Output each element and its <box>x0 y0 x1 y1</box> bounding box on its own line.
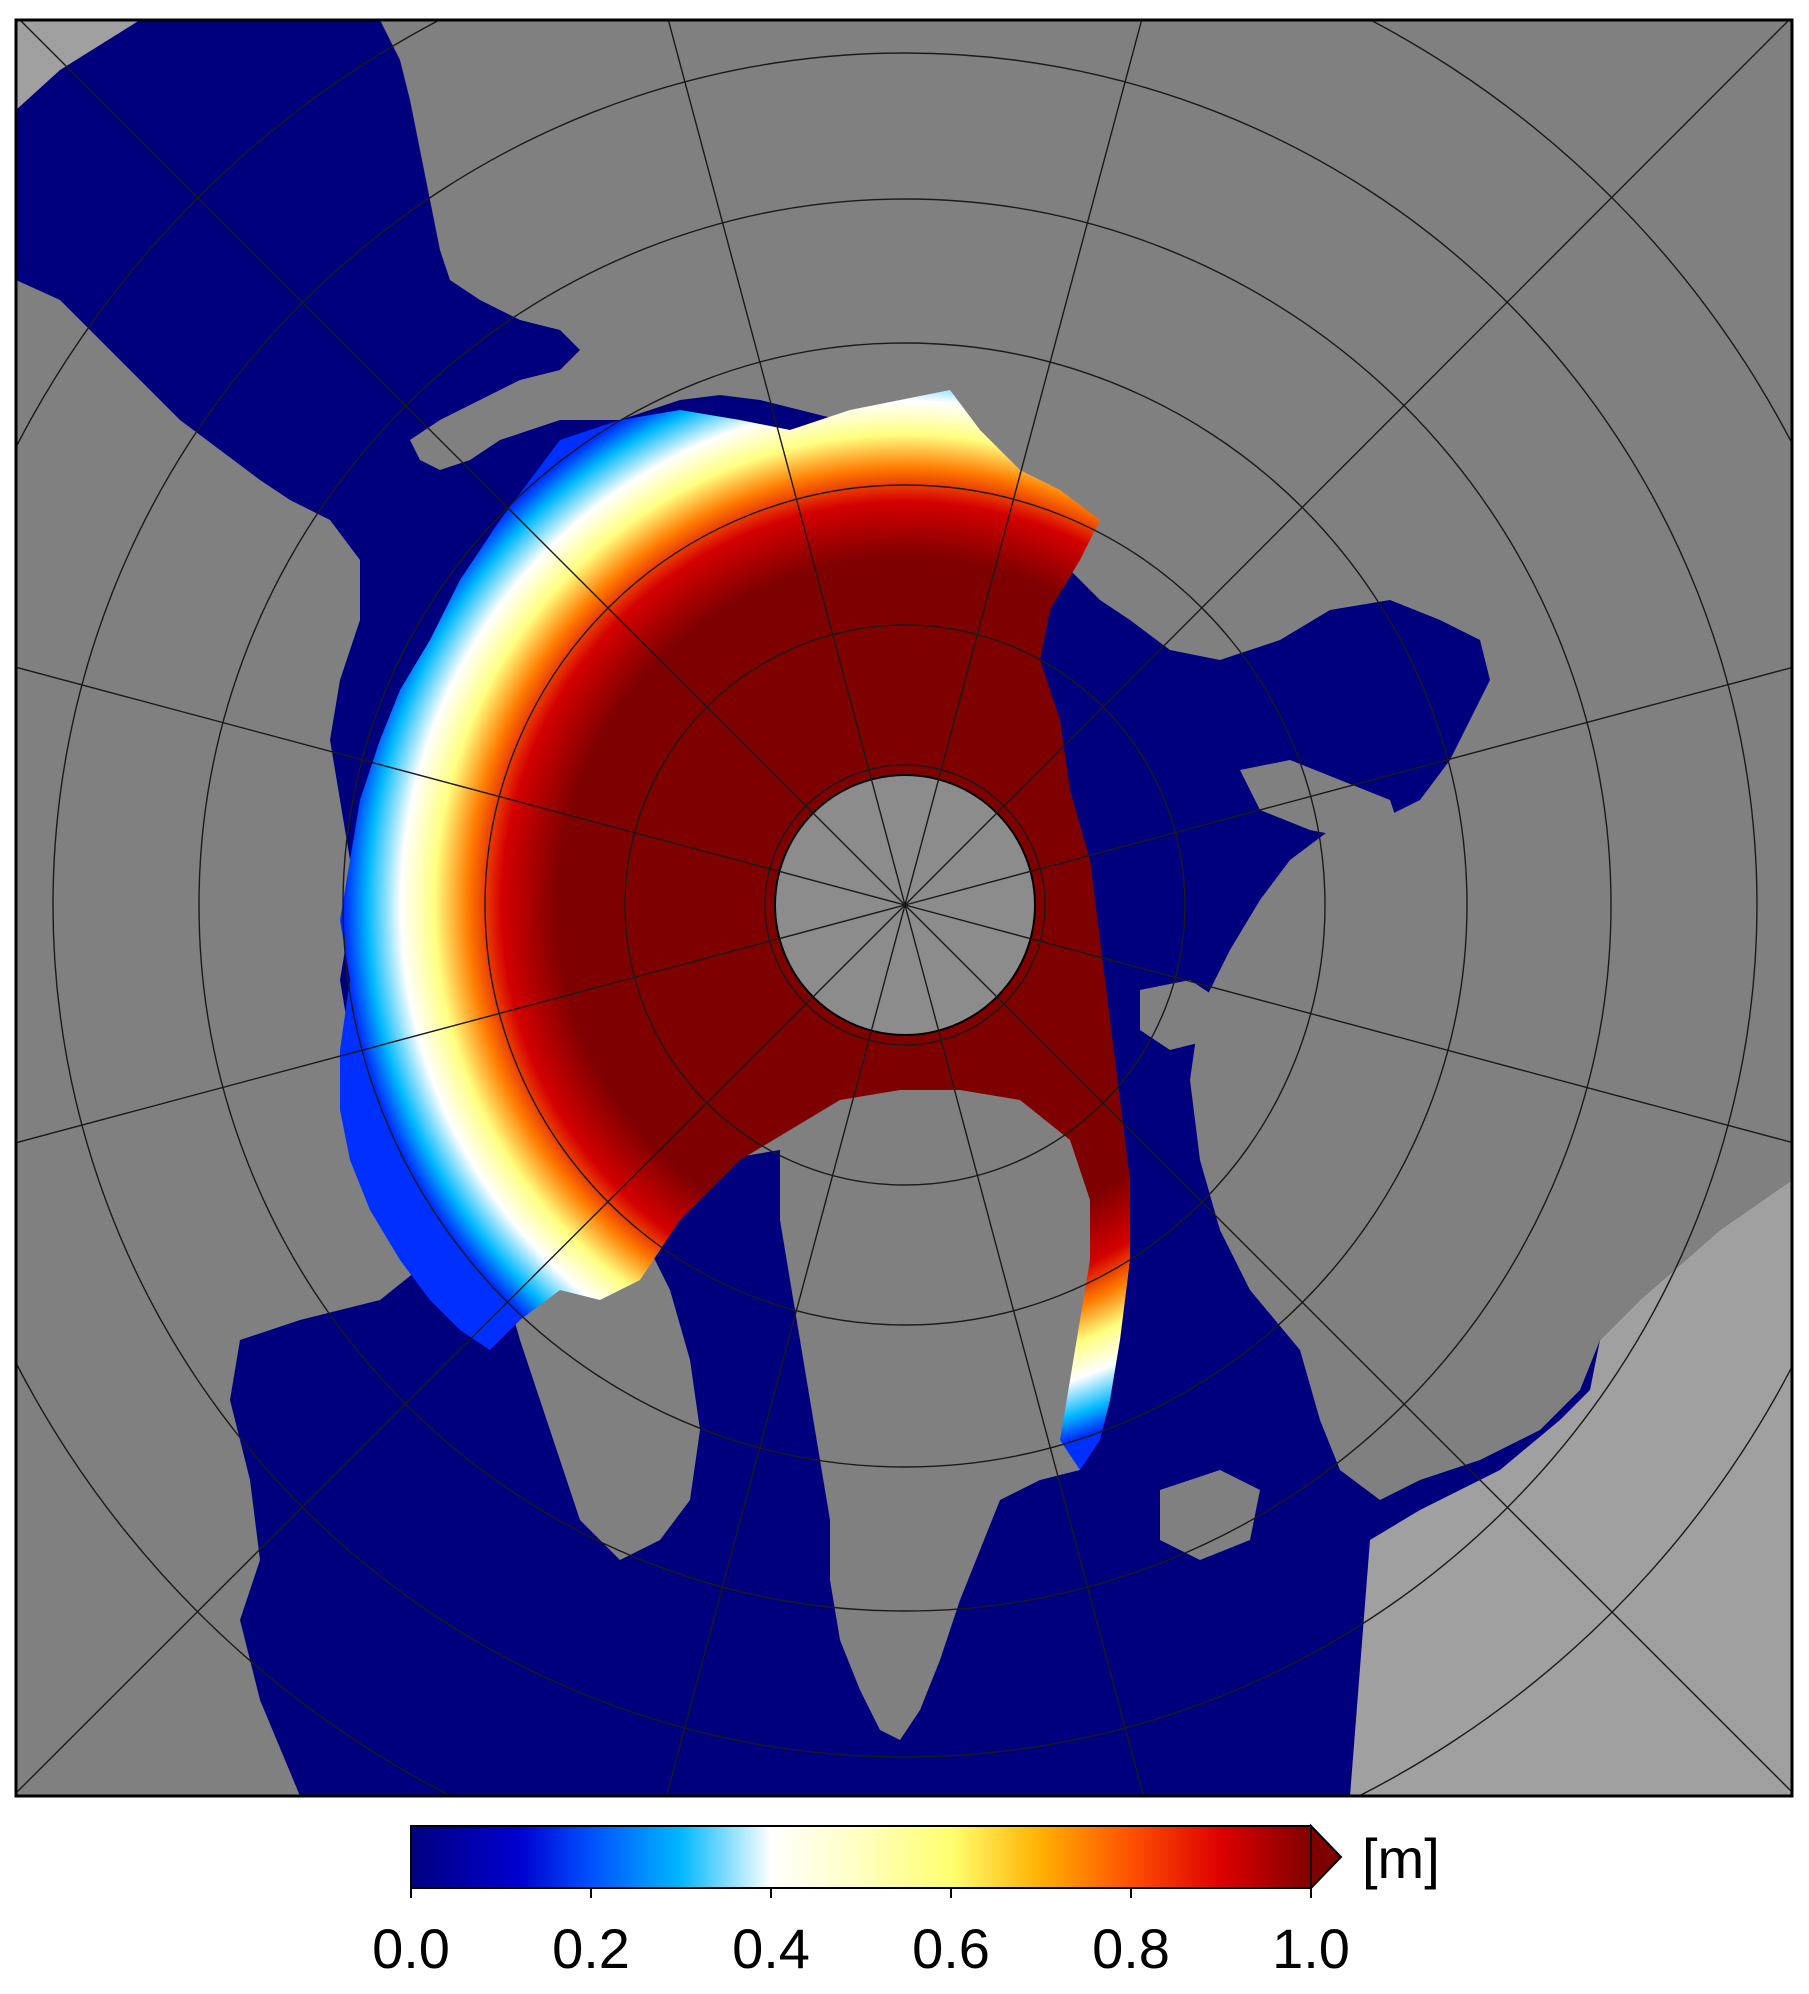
meridian-line <box>16 904 906 1144</box>
meridian-line <box>16 666 906 906</box>
colorbar-tick-label: 0.0 <box>372 1917 450 1980</box>
colorbar-tick-label: 0.6 <box>912 1917 990 1980</box>
colorbar-unit-label: [m] <box>1362 1827 1440 1890</box>
sea-ice-thickness-field <box>340 390 1130 1470</box>
map-frame <box>14 18 1794 1798</box>
latitude-circle <box>484 484 1326 1326</box>
meridian-line <box>904 904 1145 1796</box>
land-region-europe-outside-domain <box>1350 1180 1792 1796</box>
meridian-line <box>904 904 1792 1793</box>
land-region-north-america <box>16 280 440 1796</box>
map-panel <box>16 20 1792 1796</box>
colorbar-tick-label: 0.4 <box>732 1917 810 1980</box>
land-region-nw-corner <box>16 20 140 110</box>
colorbar-gradient <box>410 1825 1312 1889</box>
graticule <box>16 20 1792 1796</box>
colorbar-extend-arrow <box>1310 1823 1343 1891</box>
meridian-line <box>904 904 1792 1144</box>
meridian-line <box>16 904 906 1795</box>
land-region-eurasia <box>380 20 1792 1500</box>
colorbar-tick-label: 0.8 <box>1092 1917 1170 1980</box>
colorbar: [m] 0.0 0.2 0.4 0.6 0.8 1.0 <box>372 1823 1440 1980</box>
colorbar-ticks: 0.0 0.2 0.4 0.6 0.8 1.0 <box>372 1888 1350 1980</box>
latitude-circle <box>342 342 1468 1468</box>
colorbar-tick-label: 1.0 <box>1272 1917 1350 1980</box>
meridian-line <box>904 20 1143 906</box>
meridian-line <box>904 666 1792 906</box>
land-region-iceland <box>1160 1470 1260 1560</box>
meridian-line <box>665 904 906 1796</box>
latitude-circle <box>624 624 1186 1186</box>
latitude-circle <box>764 764 1046 1046</box>
meridian-line <box>19 20 906 906</box>
land-region-novaya-zemlya <box>1240 760 1400 840</box>
latitude-circle <box>52 52 1758 1758</box>
land-region-svalbard <box>1140 980 1220 1050</box>
land-region-greenland <box>780 1080 1100 1740</box>
latitude-circle <box>198 198 1612 1612</box>
colorbar-tick-label: 0.2 <box>552 1917 630 1980</box>
meridian-line <box>667 20 906 906</box>
meridian-line <box>904 20 1791 906</box>
